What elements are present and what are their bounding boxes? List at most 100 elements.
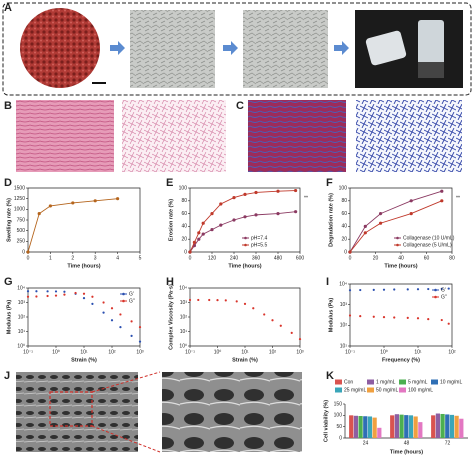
photo-dry-sponge [20,8,100,88]
y-tick-label: 50 [336,424,342,430]
data-point [409,212,413,216]
data-point [63,293,66,296]
panel-label: D [4,177,12,189]
data-point [379,221,383,225]
x-tick-label: 0 [189,255,192,261]
bar [363,416,368,438]
x-tick-label: 10³ [136,349,144,355]
photo-hydration-2 [243,10,328,88]
data-point [216,299,219,302]
data-point [243,215,247,219]
data-point [447,322,450,325]
data-point [208,298,211,302]
data-point [232,196,236,200]
legend-swatch [367,387,374,393]
data-point [359,314,362,318]
data-point [427,318,430,321]
y-tick-label: 10¹ [18,329,26,335]
data-point [48,204,53,208]
data-point [210,228,214,232]
sem-image-1 [16,372,138,452]
panel-label: I [326,276,329,288]
y-tick-label: 250 [17,239,26,245]
data-point [372,315,375,318]
legend-swatch [431,379,438,385]
y-tick-label: 10⁰ [179,343,187,349]
x-axis-label: Time (hours) [390,449,423,455]
y-tick-label: 750 [17,217,26,223]
legend-label: G' [441,287,446,293]
data-point [188,250,192,254]
x-tick-label: 120 [208,255,217,261]
data-point [35,295,38,298]
y-tick-label: 100 [339,185,348,191]
axes [27,287,141,347]
bar [404,415,409,438]
series-line [189,190,296,253]
data-point [427,287,430,291]
y-tick-label: 10³ [180,300,188,306]
data-point [416,288,420,291]
data-point [210,212,214,216]
bar [358,416,363,438]
data-point [440,287,443,290]
x-tick-label: 10⁰ [214,349,222,355]
y-axis-label: Modulus (Pa) [6,300,12,335]
masson-image-1 [248,100,346,172]
legend-label: G'' [129,298,135,304]
y-tick-label: 10³ [18,300,26,306]
x-tick-label: 72 [445,440,451,446]
x-tick-label: 4 [116,255,119,261]
data-point [447,287,450,290]
data-point [271,319,274,322]
significance: ** [304,195,308,201]
y-axis-label: Modulus (Pa) [328,298,334,333]
data-point [409,199,413,203]
y-tick-label: 500 [17,228,26,234]
zoom-lines [91,371,161,453]
data-point [119,326,122,329]
bar [440,413,445,438]
data-point [252,307,255,310]
x-tick-label: 60 [424,255,430,261]
y-tick-label: 150 [334,401,343,407]
y-tick-label: 10² [18,314,26,320]
x-tick-label: 1 [49,255,52,261]
x-tick-label: 80 [449,255,455,261]
data-point [279,324,282,327]
data-point [102,311,105,314]
legend-swatch [367,379,374,385]
panel-label: K [326,370,334,382]
bar [418,422,423,438]
bar [390,415,395,438]
data-point [382,316,386,319]
bar [459,418,464,438]
data-point [219,202,223,206]
x-axis-label: Strain (%) [71,357,97,363]
data-point [110,307,114,310]
data-point [372,288,375,291]
panel-label: A [4,2,12,14]
legend-swatch [335,379,342,385]
legend-marker [122,292,125,296]
data-point [26,295,30,298]
data-point [63,290,66,293]
data-point [54,290,58,293]
data-point [46,290,49,293]
series-line [189,211,296,253]
panel-label: H [166,276,174,288]
x-tick-label: 40 [398,255,404,261]
data-point [294,210,298,214]
data-point [363,231,367,235]
legend-swatch [335,387,342,393]
data-point [243,302,247,306]
data-point [188,298,192,302]
y-tick-label: 20 [341,237,347,243]
legend-marker [396,243,399,247]
y-tick-label: 1250 [14,196,25,202]
y-tick-label: 100 [334,413,343,419]
legend-label: Collagenase (5 U/mL) [403,242,452,248]
data-point [254,190,258,195]
bar [431,415,436,438]
legend-label: 100 mg/mL [408,387,433,393]
